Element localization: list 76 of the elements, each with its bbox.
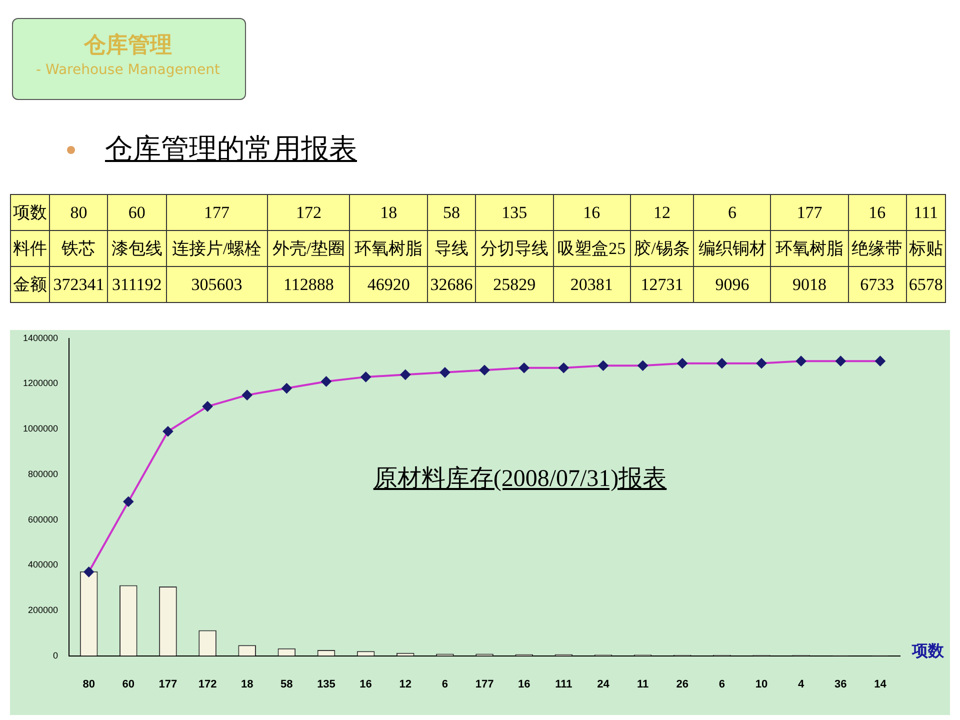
y-tick-label: 1000000 [22, 424, 58, 434]
x-tick-label: 6 [442, 678, 448, 690]
text: 60 [108, 194, 166, 230]
y-tick-label: 800000 [28, 468, 58, 479]
text: 46920 [350, 266, 428, 302]
x-tick-label: 177 [158, 678, 178, 690]
text: 25829 [476, 266, 554, 302]
text: 6 [694, 194, 771, 230]
text: 12 [630, 194, 694, 230]
x-tick-label: 60 [122, 678, 135, 690]
text: 172 [268, 194, 350, 230]
y-tick-label: 400000 [28, 560, 58, 570]
x-tick-label: 16 [360, 678, 372, 690]
y-tick-label: 200000 [28, 604, 58, 615]
text: 20381 [553, 266, 630, 302]
x-tick-label: 135 [317, 678, 336, 690]
x-tick-label: 18 [240, 678, 254, 690]
x-tick-label: 10 [755, 678, 768, 690]
x-tick-label: 177 [475, 678, 494, 690]
y-tick-label: 1400000 [22, 332, 58, 343]
x-axis-title: 项数 [911, 640, 945, 660]
x-tick-label: 16 [518, 678, 530, 690]
y-tick-label: 0 [53, 650, 58, 660]
text: 导线 [427, 230, 476, 266]
x-tick-label: 111 [555, 678, 572, 690]
text: 372341 [50, 266, 108, 302]
text: 吸塑盒25 [553, 230, 630, 266]
text: 胶/锡条 [630, 230, 694, 266]
text: 编织铜材 [694, 230, 771, 266]
text: 135 [476, 194, 554, 230]
text: 177 [770, 194, 848, 230]
text: 铁芯 [50, 230, 108, 266]
text: 仓库管理的常用报表 [105, 131, 357, 167]
text: 177 [166, 194, 268, 230]
chart-title: 仓库管理 [82, 32, 173, 60]
text: 58 [427, 194, 476, 230]
text: 80 [50, 194, 108, 230]
text: 112888 [268, 266, 350, 302]
text: 111 [906, 194, 946, 230]
text: 分切导线 [476, 230, 554, 266]
x-tick-label: 12 [399, 678, 412, 690]
text: 16 [848, 194, 906, 230]
text: 项数 [10, 194, 50, 230]
x-tick-label: 6 [718, 678, 725, 690]
x-tick-label: 36 [834, 678, 847, 690]
y-tick-label: 1200000 [22, 378, 58, 388]
text: 绝缘带 [848, 230, 906, 266]
x-tick-label: 14 [874, 678, 888, 690]
x-tick-label: 172 [198, 678, 217, 690]
text: 16 [553, 194, 630, 230]
text: 32686 [427, 266, 476, 302]
text: 环氧树脂 [770, 230, 848, 266]
annotation: 原材料库存(2008/07/31)报表 [372, 464, 668, 494]
text: 环氧树脂 [350, 230, 428, 266]
text: 漆包线 [108, 230, 166, 266]
text: 305603 [166, 266, 268, 302]
text: 外壳/垫圈 [268, 230, 350, 266]
x-tick-label: 24 [597, 678, 610, 690]
text: 9096 [694, 266, 771, 302]
text: 9018 [770, 266, 848, 302]
text: 连接片/螺栓 [166, 230, 268, 266]
text: 料件 [10, 230, 50, 266]
text: 6733 [848, 266, 906, 302]
y-tick-label: 600000 [28, 514, 58, 524]
x-tick-label: 4 [798, 678, 806, 690]
x-tick-label: 11 [636, 678, 649, 690]
text: 311192 [108, 266, 166, 302]
text: 18 [350, 194, 428, 230]
text: 标贴 [906, 230, 946, 266]
chart-subtitle: - Warehouse Management [35, 62, 221, 78]
x-tick-label: 26 [676, 678, 688, 690]
text: 金额 [10, 266, 50, 302]
x-tick-label: 80 [82, 678, 95, 690]
text: 6578 [906, 266, 946, 302]
x-tick-label: 58 [280, 678, 293, 690]
text: 12731 [630, 266, 694, 302]
